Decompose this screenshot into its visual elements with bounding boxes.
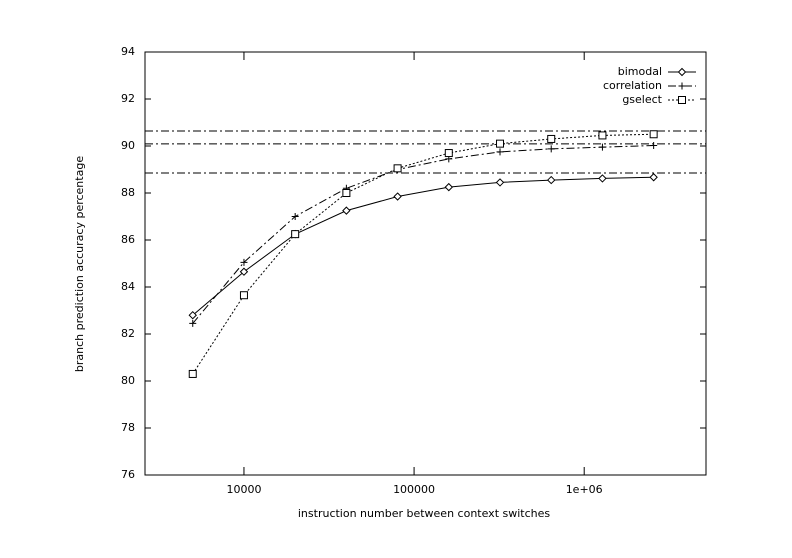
y-tick-label: 76 [121,468,135,481]
data-point [342,189,351,197]
series-line [192,145,654,324]
y-tick-label: 90 [121,139,135,152]
x-tick-label: 100000 [393,483,435,496]
data-point [188,369,197,378]
data-point [342,206,351,215]
data-point [598,143,606,151]
plot-frame [144,51,707,476]
data-point [547,145,555,153]
data-point [496,148,504,156]
legend-label: gselect [622,93,662,106]
data-point [291,213,299,220]
y-tick-label: 88 [121,186,135,199]
data-point [495,178,505,187]
legend-marker [678,96,686,104]
y-tick-label: 82 [121,327,135,340]
data-point [649,130,658,139]
data-point [444,182,454,192]
data-point [239,267,249,276]
data-point [188,310,197,320]
data-point [189,319,197,327]
data-point [239,291,248,300]
data-point [598,174,607,183]
data-point [547,134,556,143]
legend-marker [677,67,687,77]
data-point [496,139,505,148]
y-tick-label: 78 [121,421,135,434]
y-tick-label: 94 [121,45,135,58]
y-axis-label: branch prediction accuracy percentage [73,156,86,372]
data-point [393,192,402,201]
x-tick-label: 10000 [226,483,261,496]
series-line [192,133,654,375]
data-point [291,230,300,239]
data-point [444,149,453,158]
data-point [650,142,658,150]
data-point [240,258,248,266]
data-point [547,175,556,185]
data-point [649,173,658,182]
y-tick-label: 80 [121,374,135,387]
y-tick-label: 84 [121,280,135,293]
legend-label: correlation [603,79,662,92]
x-axis-label: instruction number between context switc… [298,507,551,520]
y-tick-label: 86 [121,233,135,246]
y-tick-label: 92 [121,92,135,105]
data-point [598,131,607,140]
series-line [192,176,654,316]
data-point [393,164,402,173]
legend-label: bimodal [618,65,662,78]
legend-marker [678,82,686,90]
x-tick-label: 1e+06 [566,483,603,496]
